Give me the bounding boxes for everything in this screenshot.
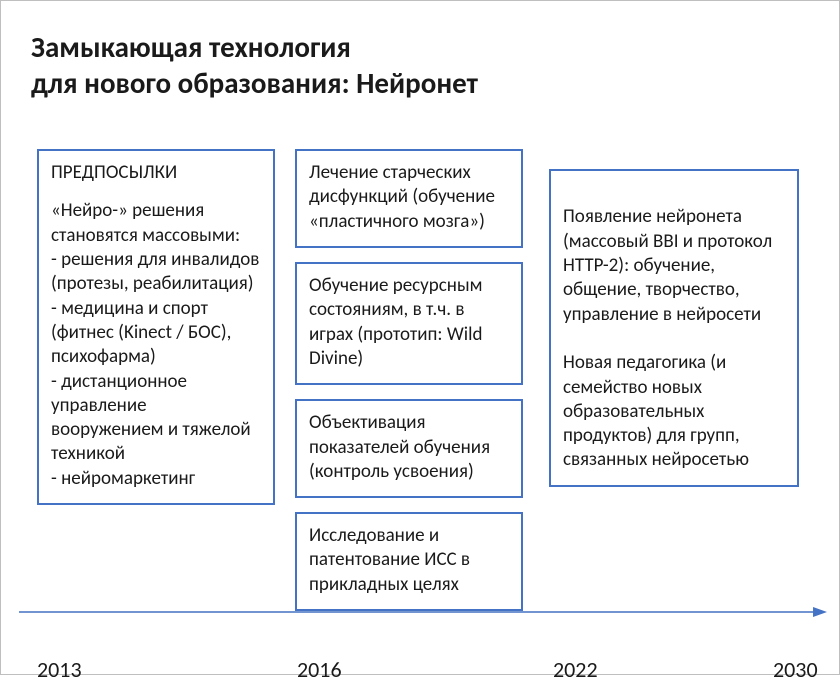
box-dysfunction-treatment: Лечение старческих дисфункций (обучение … xyxy=(295,149,523,248)
slide-title: Замыкающая технология для нового образов… xyxy=(31,29,809,102)
year-2030: 2030 xyxy=(773,656,818,683)
box-prerequisites-body: «Нейро-» решения становятся массовыми: -… xyxy=(51,199,261,491)
box-resource-states: Обучение ресурсным состояниям, в т.ч. в … xyxy=(295,262,523,385)
box-research-patent: Исследование и патентование ИСС в прикла… xyxy=(295,512,523,611)
column-2013: ПРЕДПОСЫЛКИ «Нейро-» решения становятся … xyxy=(37,149,275,611)
box-text: Исследование и патентование ИСС в прикла… xyxy=(309,524,470,596)
box-prerequisites: ПРЕДПОСЫЛКИ «Нейро-» решения становятся … xyxy=(37,149,275,505)
title-line-1: Замыкающая технология xyxy=(31,29,351,65)
box-text: Обучение ресурсным состояниям, в т.ч. в … xyxy=(309,274,482,370)
column-2022: Появление нейронета (массовый BBI и прот… xyxy=(549,149,799,611)
box-text: Появление нейронета (массовый BBI и прот… xyxy=(563,205,772,471)
columns-container: ПРЕДПОСЫЛКИ «Нейро-» решения становятся … xyxy=(37,149,809,611)
year-2016: 2016 xyxy=(297,656,342,683)
box-objectification: Объективация показателей обучения (контр… xyxy=(295,399,523,498)
title-line-2: для нового образования: Нейронет xyxy=(31,65,478,101)
slide-root: Замыкающая технология для нового образов… xyxy=(0,0,840,675)
column-2016: Лечение старческих дисфункций (обучение … xyxy=(295,149,523,611)
box-prerequisites-header: ПРЕДПОСЫЛКИ xyxy=(51,161,261,185)
box-text: Объективация показателей обучения (контр… xyxy=(309,411,490,483)
year-2013: 2013 xyxy=(37,656,82,683)
box-text: Лечение старческих дисфункций (обучение … xyxy=(309,161,495,233)
arrow-icon xyxy=(19,606,827,618)
timeline-arrow xyxy=(19,606,827,618)
box-neuronet: Появление нейронета (массовый BBI и прот… xyxy=(549,169,799,487)
year-2022: 2022 xyxy=(553,656,598,683)
